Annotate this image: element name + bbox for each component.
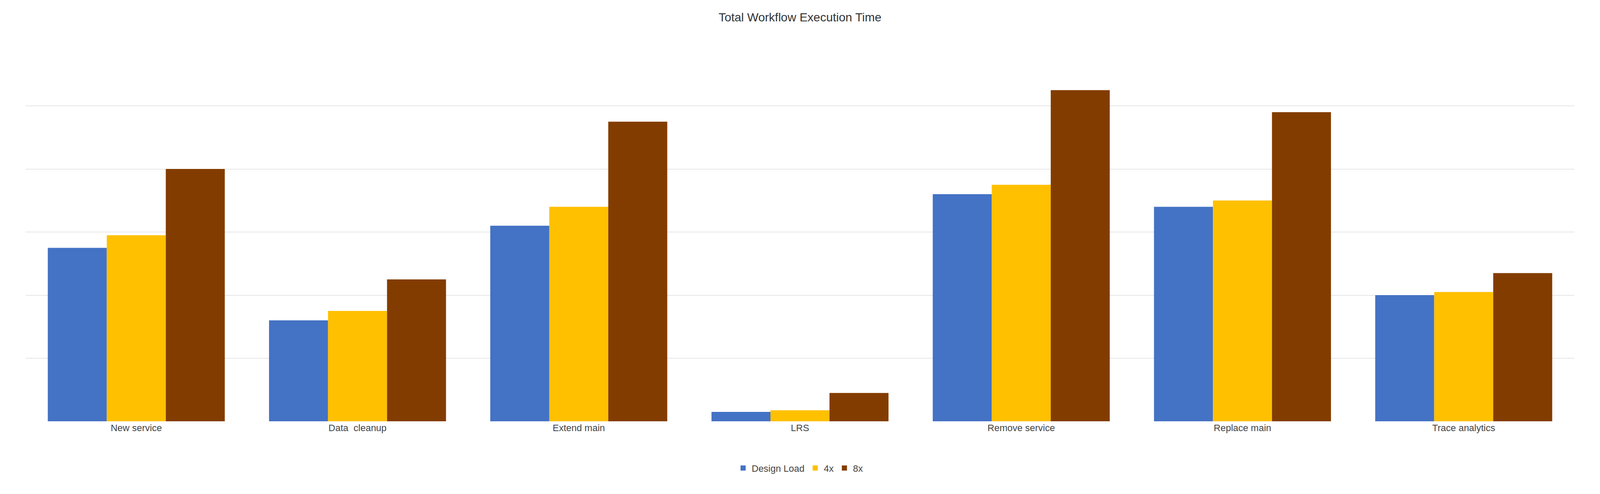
svg-text:8x: 8x [853,463,863,475]
svg-text:Trace analytics: Trace analytics [1432,422,1496,434]
svg-text:Remove service: Remove service [987,422,1055,434]
svg-text:Total Workflow Execution Time: Total Workflow Execution Time [718,10,882,24]
svg-text:4x: 4x [823,463,834,475]
svg-text:Data cleanup: Data cleanup [328,422,387,434]
svg-text:LRS: LRS [791,422,810,434]
svg-text:New service: New service [110,422,163,434]
svg-text:Replace main: Replace main [1213,422,1272,434]
svg-text:Extend main: Extend main [552,422,605,434]
svg-text:Design Load: Design Load [751,463,805,475]
